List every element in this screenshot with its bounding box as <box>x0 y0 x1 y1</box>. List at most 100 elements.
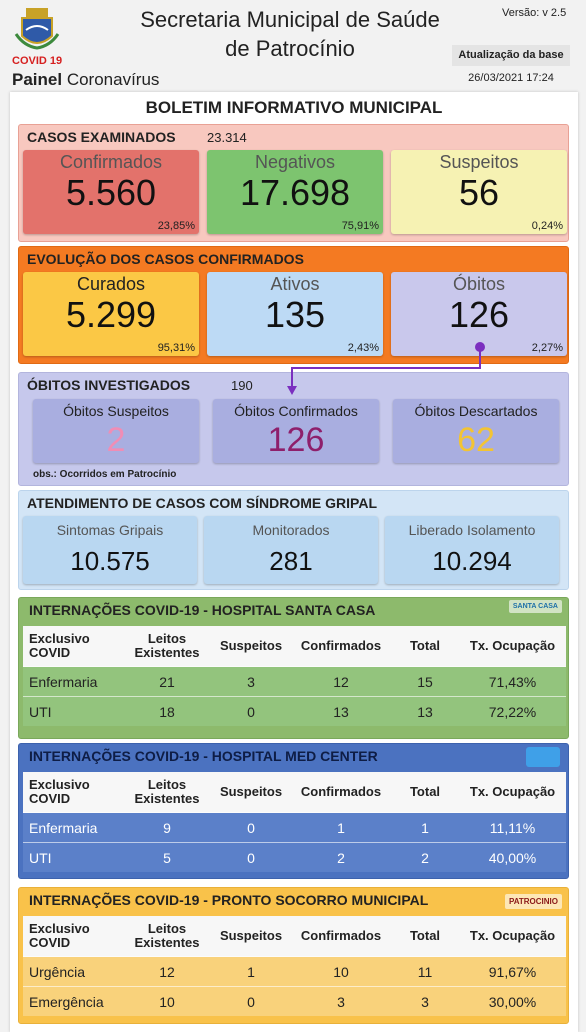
cell: Enfermaria <box>23 666 123 697</box>
header-cell: Total <box>391 916 459 957</box>
table-header: Exclusivo COVID Leitos Existentes Suspeito… <box>23 626 566 667</box>
title-line: Secretaria Municipal de Saúde <box>140 7 440 32</box>
hospital-table: Exclusivo COVID Leitos Existentes Suspeito… <box>23 772 566 872</box>
card-value: 5.560 <box>65 172 157 213</box>
table-row: UTI 5 0 2 2 40,00% <box>23 842 566 872</box>
card-label: Negativos <box>254 152 336 172</box>
cell: 0 <box>211 812 291 843</box>
cell: 13 <box>291 696 391 726</box>
card-value: 5.299 <box>65 294 157 335</box>
cell: 3 <box>391 986 459 1016</box>
card-pct: 0,24% <box>531 220 563 232</box>
header-cell: Confirmados <box>291 772 391 813</box>
header-cell: Suspeitos <box>211 772 291 813</box>
section-title: ÓBITOS INVESTIGADOS <box>27 377 191 393</box>
hospital-logo: SANTA CASA <box>508 600 562 613</box>
title-line: de Patrocínio <box>225 36 355 61</box>
stat-card: Liberado Isolamento 10.294 <box>385 516 559 584</box>
table-row: Urgência 12 1 10 11 91,67% <box>23 956 566 987</box>
stat-card: Curados 5.299 95,31% <box>23 272 199 356</box>
card-pct: 75,91% <box>341 220 379 232</box>
cell: 1 <box>391 812 459 843</box>
header-cell: Confirmados <box>291 916 391 957</box>
card-label: Ativos <box>270 274 320 294</box>
cell: Enfermaria <box>23 812 123 843</box>
cell: 2 <box>291 842 391 872</box>
hospital-logo <box>526 747 560 767</box>
cell: 13 <box>391 696 459 726</box>
header-cell: Leitos Existentes <box>123 772 211 813</box>
cell: 72,22% <box>459 696 566 726</box>
header-cell: Confirmados <box>291 626 391 667</box>
cell: 11 <box>391 956 459 987</box>
cell: 1 <box>211 956 291 987</box>
card-label: Óbitos Suspeitos <box>63 403 169 419</box>
update-label: Atualização da base <box>452 45 570 66</box>
header-cell: Leitos Existentes <box>123 626 211 667</box>
header-cell: Suspeitos <box>211 626 291 667</box>
cell: 3 <box>211 666 291 697</box>
evolucao-section: EVOLUÇÃO DOS CASOS CONFIRMADOS Curados 5.2… <box>18 246 569 364</box>
table-row: Emergência 10 0 3 3 30,00% <box>23 986 566 1016</box>
header-cell: Exclusivo COVID <box>23 916 123 957</box>
cell: 9 <box>123 812 211 843</box>
header-cell: Tx. Ocupação <box>459 772 566 813</box>
atendimento-section: ATENDIMENTO DE CASOS COM SÍNDROME GRIPAL… <box>18 490 569 590</box>
cell: 2 <box>391 842 459 872</box>
panel-name: Painel Coronavírus <box>12 70 159 90</box>
header-cell: Exclusivo COVID <box>23 772 123 813</box>
card-value: 2 <box>106 421 126 459</box>
hospital-section: INTERNAÇÕES COVID-19 - PRONTO SOCORRO MU… <box>18 887 569 1024</box>
header-cell: Total <box>391 626 459 667</box>
bulletin-title: BOLETIM INFORMATIVO MUNICIPAL <box>145 98 443 117</box>
cell: 91,67% <box>459 956 566 987</box>
cell: 15 <box>391 666 459 697</box>
note: obs.: Ocorridos em Patrocínio <box>33 469 177 480</box>
cell: 5 <box>123 842 211 872</box>
card-value: 10.294 <box>432 546 512 576</box>
stat-card: Ativos 135 2,43% <box>207 272 383 356</box>
hospital-table: Exclusivo COVID Leitos Existentes Suspeito… <box>23 626 566 726</box>
header-cell: Tx. Ocupação <box>459 626 566 667</box>
table-row: Enfermaria 9 0 1 1 11,11% <box>23 812 566 843</box>
section-title: ATENDIMENTO DE CASOS COM SÍNDROME GRIPAL <box>27 495 378 511</box>
cell: 21 <box>123 666 211 697</box>
cell: Emergência <box>23 986 123 1016</box>
card-value: 17.698 <box>239 172 351 213</box>
stat-card: Confirmados 5.560 23,85% <box>23 150 199 234</box>
card-value: 126 <box>448 294 510 335</box>
cell: 0 <box>211 842 291 872</box>
card-label: Suspeitos <box>439 152 519 172</box>
header-cell: Tx. Ocupação <box>459 916 566 957</box>
card-label: Óbitos Confirmados <box>234 403 358 419</box>
card-pct: 95,31% <box>157 342 195 354</box>
casos-section: CASOS EXAMINADOS 23.314 Confirmados 5.560 23… <box>18 124 569 242</box>
panel-rest: Coronavírus <box>66 70 160 89</box>
card-value: 10.575 <box>70 546 150 576</box>
cell: 12 <box>123 956 211 987</box>
cell: 0 <box>211 986 291 1016</box>
cell: 71,43% <box>459 666 566 697</box>
section-title: CASOS EXAMINADOS <box>27 129 176 145</box>
section-total: 23.314 <box>207 130 247 145</box>
hospital-section: INTERNAÇÕES COVID-19 - HOSPITAL SANTA CA… <box>18 597 569 739</box>
section-title: EVOLUÇÃO DOS CASOS CONFIRMADOS <box>27 251 304 267</box>
card-value: 126 <box>267 421 325 459</box>
table-row: Enfermaria 21 3 12 15 71,43% <box>23 666 566 697</box>
update-date: 26/03/2021 17:24 <box>468 72 554 84</box>
header-title: Secretaria Municipal de Saúde de Patrocí… <box>90 5 490 63</box>
card-pct: 23,85% <box>157 220 195 232</box>
card-label: Óbitos <box>452 274 506 294</box>
table-header: Exclusivo COVID Leitos Existentes Suspeito… <box>23 772 566 813</box>
stat-card: Óbitos Descartados 62 <box>393 399 559 463</box>
card-label: Confirmados <box>59 152 163 172</box>
cell: 12 <box>291 666 391 697</box>
card-label: Curados <box>76 274 146 294</box>
cell: 1 <box>291 812 391 843</box>
cell: 10 <box>291 956 391 987</box>
card-value: 281 <box>269 546 313 576</box>
cell: UTI <box>23 696 123 726</box>
cell: UTI <box>23 842 123 872</box>
cell: 18 <box>123 696 211 726</box>
